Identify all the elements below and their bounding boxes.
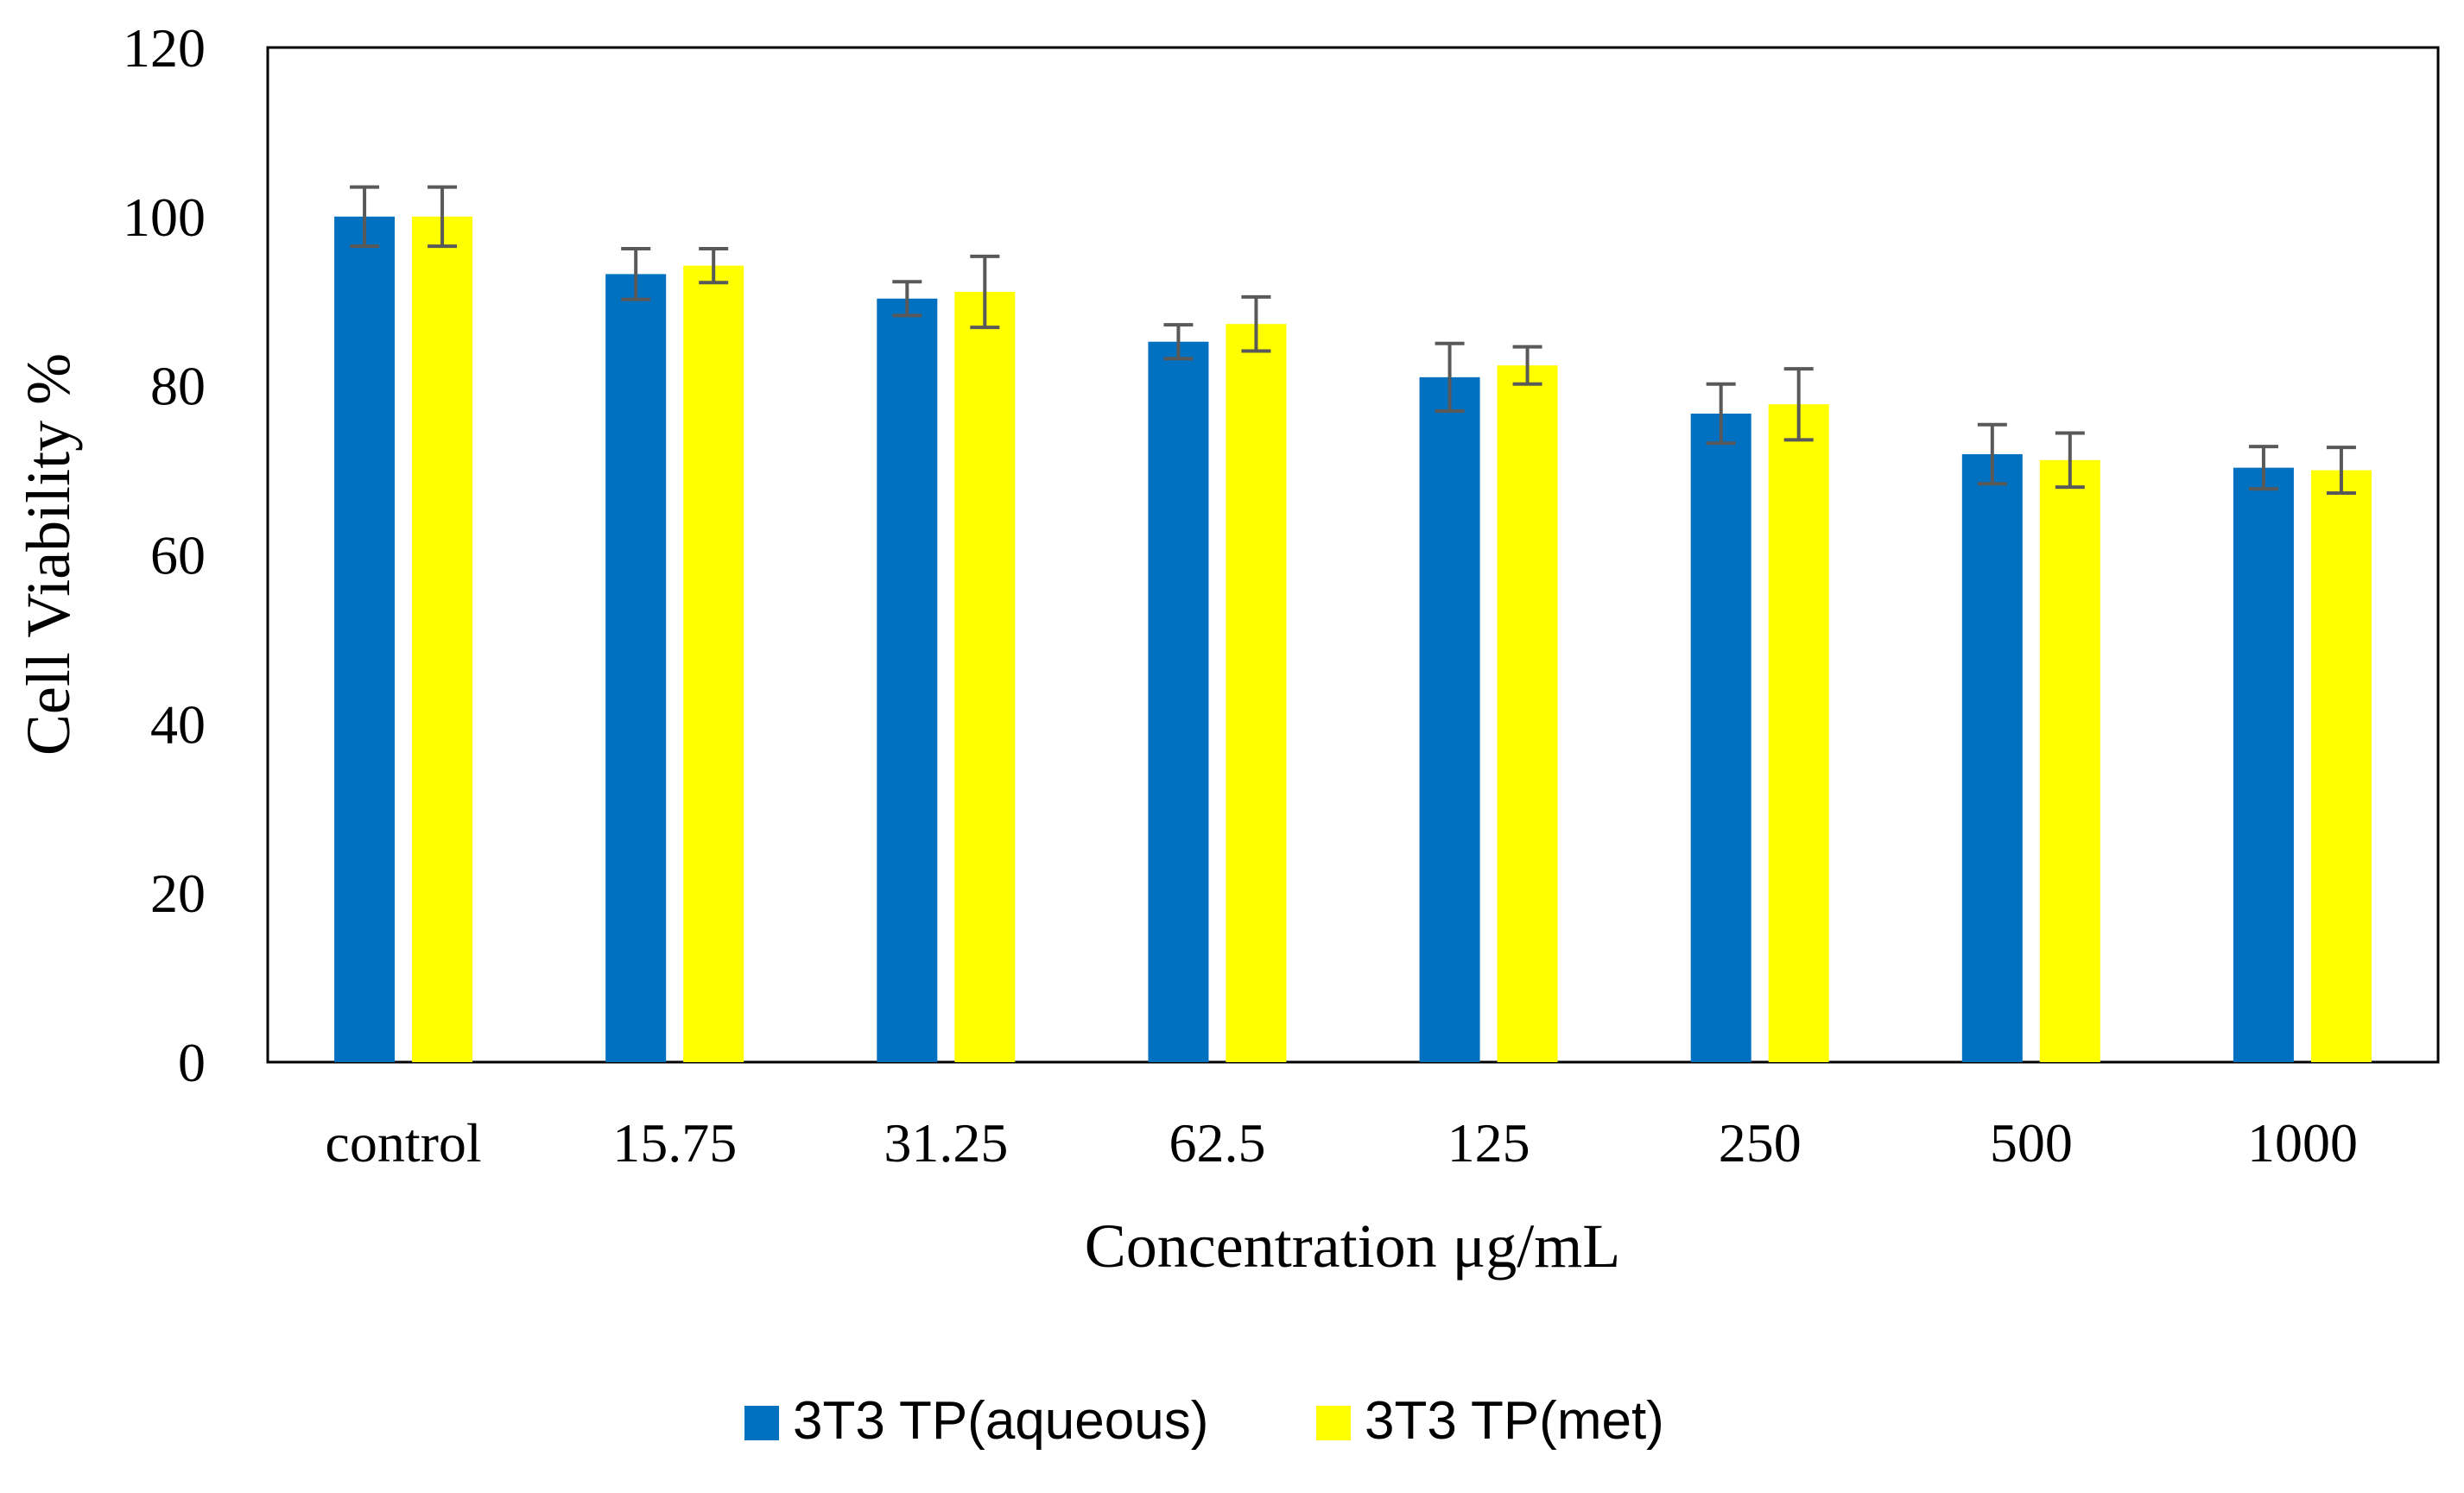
x-tick-label: 15.75 <box>612 1112 737 1174</box>
legend: 3T3 TP(aqueous) 3T3 TP(met) <box>744 1391 1664 1451</box>
y-tick-label: 0 <box>178 1032 206 1093</box>
bar-met-15.75 <box>683 265 744 1062</box>
bar-met-500 <box>2039 459 2100 1062</box>
legend-swatch-met <box>1316 1406 1351 1440</box>
legend-swatch-aqueous <box>744 1406 779 1440</box>
y-axis-ticks: 0 20 40 60 80 100 120 <box>123 17 206 1093</box>
x-tick-label: control <box>325 1112 481 1174</box>
bar-aqueous-1000 <box>2233 467 2294 1062</box>
bars-group <box>334 216 2372 1063</box>
plot-area-frame <box>266 46 2440 1064</box>
bar-aqueous-250 <box>1690 413 1751 1063</box>
x-tick-label: 250 <box>1719 1112 1802 1174</box>
x-tick-label: 62.5 <box>1169 1112 1265 1174</box>
bar-aqueous-31.25 <box>877 298 938 1062</box>
bar-aqueous-500 <box>1961 453 2023 1062</box>
x-tick-label: 31.25 <box>884 1112 1008 1174</box>
y-tick-label: 20 <box>150 863 206 924</box>
bar-aqueous-62.5 <box>1148 341 1209 1062</box>
errorbars-group <box>350 185 2356 496</box>
y-tick-label: 120 <box>123 17 206 79</box>
y-tick-label: 40 <box>150 693 206 755</box>
bar-aqueous-125 <box>1419 376 1480 1062</box>
y-axis-title: Cell Viability % <box>14 353 83 756</box>
y-tick-label: 80 <box>150 356 206 417</box>
legend-label-met: 3T3 TP(met) <box>1365 1391 1664 1451</box>
y-tick-label: 60 <box>150 525 206 586</box>
x-axis-title: Concentration μg/mL <box>1085 1211 1620 1281</box>
bar-met-31.25 <box>954 291 1016 1063</box>
bar-met-control <box>412 216 473 1063</box>
x-tick-label: 125 <box>1447 1112 1530 1174</box>
legend-label-aqueous: 3T3 TP(aqueous) <box>793 1391 1208 1451</box>
bar-aqueous-control <box>334 216 396 1063</box>
x-axis-ticks: control 15.75 31.25 62.5 125 250 500 1000 <box>325 1112 2358 1174</box>
y-tick-label: 100 <box>123 187 206 248</box>
bar-aqueous-15.75 <box>605 274 667 1063</box>
x-tick-label: 1000 <box>2247 1112 2358 1174</box>
bar-met-62.5 <box>1226 324 1287 1062</box>
bar-met-125 <box>1497 365 1558 1063</box>
bar-met-1000 <box>2310 470 2372 1062</box>
x-tick-label: 500 <box>1990 1112 2073 1174</box>
bar-met-250 <box>1768 404 1829 1062</box>
